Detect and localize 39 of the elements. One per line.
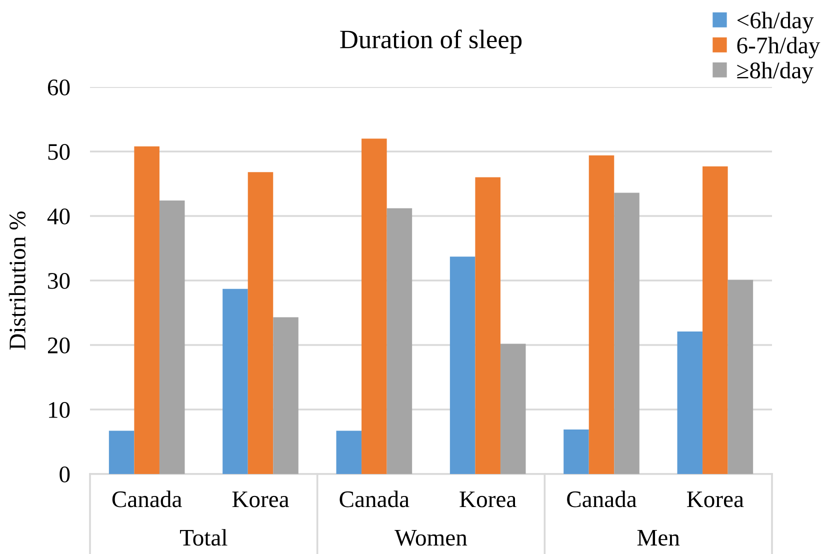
y-tick-label: 50 [48,144,70,160]
bar [108,430,134,474]
y-tick-label: 30 [48,272,70,289]
bar [248,172,274,474]
y-tick-label: 0 [60,466,70,482]
x-tick-label: Korea [687,492,744,508]
x-tick-label: Canada [112,490,182,508]
bar [222,288,248,474]
bar [564,429,589,474]
bar [677,331,703,474]
text: Total [180,529,228,546]
bar [362,138,387,474]
y-axis-title: Distribution % [8,211,26,350]
y-tick-label: 60 [48,79,70,96]
legend-label: 6-7h/day [737,36,820,58]
bar [702,166,728,474]
y-tick-label: 10 [49,402,70,418]
legend-label: <6h/day [737,12,814,34]
legend-label: ≥8h/day [737,62,814,84]
bar [588,155,614,474]
x-tick-label: Canada [567,490,637,508]
bar [386,208,412,474]
bar [728,280,754,474]
chart-title: Duration of sleep [340,30,522,54]
x-tick-label: Korea [232,492,290,508]
bar [273,317,298,474]
text: Men [637,530,680,546]
bar [475,177,500,474]
text: Women [394,530,468,546]
x-tick-label: Korea [460,492,516,508]
y-tick-label: 20 [48,337,70,354]
bar [336,430,362,474]
x-tick-label: Canada [340,490,410,508]
bar [134,146,160,474]
bar [159,200,185,474]
bar [500,344,526,474]
bar [614,192,640,474]
y-tick-label: 40 [47,208,70,224]
bar [450,256,476,474]
